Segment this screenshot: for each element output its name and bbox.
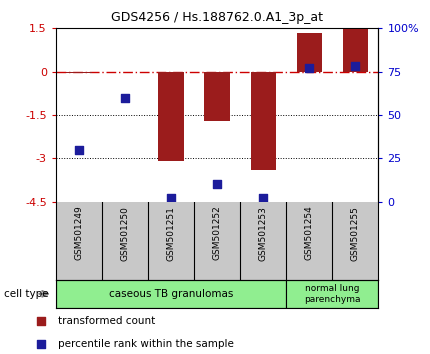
Text: GSM501253: GSM501253 — [259, 206, 268, 261]
Title: GDS4256 / Hs.188762.0.A1_3p_at: GDS4256 / Hs.188762.0.A1_3p_at — [111, 11, 323, 24]
Point — [260, 195, 267, 201]
Bar — [343, 29, 368, 72]
Point — [76, 147, 83, 153]
Bar — [158, 72, 184, 161]
Bar — [205, 72, 230, 121]
Text: transformed count: transformed count — [58, 316, 156, 326]
Bar — [56, 280, 286, 308]
Text: GSM501249: GSM501249 — [74, 206, 83, 261]
Text: caseous TB granulomas: caseous TB granulomas — [109, 289, 233, 299]
Bar — [286, 280, 378, 308]
Text: normal lung
parenchyma: normal lung parenchyma — [304, 284, 361, 303]
Point — [122, 95, 129, 101]
Text: GSM501255: GSM501255 — [351, 206, 360, 261]
Point — [214, 182, 221, 187]
Text: GSM501250: GSM501250 — [120, 206, 129, 261]
Text: GSM501251: GSM501251 — [166, 206, 175, 261]
Point — [352, 64, 359, 69]
Text: GSM501252: GSM501252 — [213, 206, 221, 261]
Bar — [297, 33, 322, 72]
Text: cell type: cell type — [4, 289, 49, 299]
Point — [168, 195, 175, 201]
Point — [306, 65, 313, 71]
Point — [38, 318, 45, 324]
Point — [38, 341, 45, 347]
Bar — [251, 72, 276, 170]
Text: percentile rank within the sample: percentile rank within the sample — [58, 339, 234, 349]
Text: GSM501254: GSM501254 — [305, 206, 314, 261]
Bar — [66, 72, 92, 73]
